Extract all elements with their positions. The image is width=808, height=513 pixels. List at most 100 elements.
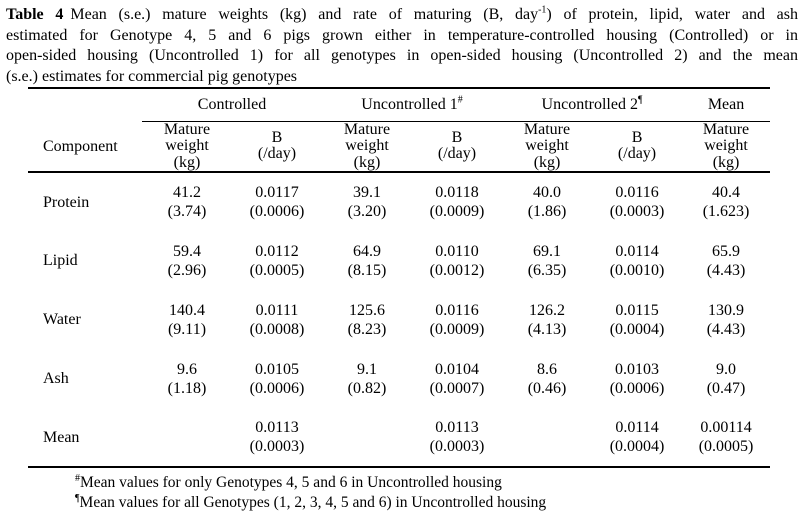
cell-value: 0.0115: [615, 301, 659, 319]
footnotes: #Mean values for only Genotypes 4, 5 and…: [75, 473, 808, 512]
group-header-controlled: Controlled: [142, 88, 322, 122]
cell-se: (2.96): [167, 261, 207, 279]
footnote-hash: #Mean values for only Genotypes 4, 5 and…: [75, 473, 808, 493]
subheader-line: B: [271, 128, 283, 146]
cell-value: 64.9: [353, 242, 381, 260]
cell-se: (0.0005): [249, 261, 305, 279]
group-sup: ¶: [637, 94, 643, 106]
cell-value: 40.4: [712, 184, 741, 201]
cell-uncontrolled1-mature-weight: 125.6 (8.23): [322, 290, 412, 349]
cell-se: (4.43): [706, 261, 746, 279]
cell-uncontrolled1-mature-weight: 64.9 (8.15): [322, 231, 412, 290]
group-label: Uncontrolled 1: [361, 95, 458, 113]
table-body: Protein 41.2 (3.74) 0.0117 (0.0006) 39.1 (3…: [28, 172, 771, 468]
subheader-line: Mature: [343, 120, 391, 138]
subheader-line: weight: [704, 137, 748, 154]
component-label: Lipid: [43, 252, 78, 269]
cell-controlled-mature-weight: [142, 408, 232, 468]
cell-se: (0.0004): [609, 438, 665, 455]
cell-value: 59.4: [173, 242, 201, 260]
subheader-line: (kg): [533, 153, 561, 171]
cell-uncontrolled2-b: 0.0116 (0.0003): [592, 172, 682, 231]
caption-line-2: estimated for Genotype 4, 5 and 6 pigs g…: [6, 26, 798, 44]
subheader-line: weight: [345, 137, 389, 154]
subheader-line: Mature: [523, 120, 571, 138]
cell-se: (9.11): [167, 320, 207, 338]
table-header: Component Controlled Uncontrolled 1# Unc…: [28, 88, 771, 173]
cell-value: 0.0114: [615, 242, 659, 260]
group-label: Mean: [707, 95, 745, 113]
subheader-line: (/day): [437, 145, 477, 163]
cell-value: 0.0104: [435, 360, 479, 378]
cell-uncontrolled2-mature-weight: 69.1 (6.35): [502, 231, 592, 290]
cell-value: 125.6: [349, 301, 385, 319]
footnote-pilcrow: ¶Mean values for all Genotypes (1, 2, 3,…: [75, 493, 808, 513]
caption-text-1b: ) of protein, lipid, water and ash: [546, 6, 798, 23]
cell-value: 39.1: [353, 184, 381, 201]
subheader-b-controlled: B (/day): [232, 121, 322, 173]
cell-value: 65.9: [712, 242, 741, 260]
cell-uncontrolled2-mature-weight: 8.6 (0.46): [502, 349, 592, 408]
cell-value: 8.6: [537, 360, 558, 378]
table-row: Ash 9.6 (1.18) 0.0105 (0.0006) 9.1 (0.82) 0…: [28, 349, 770, 408]
cell-uncontrolled1-b: 0.0116 (0.0009): [412, 290, 502, 349]
group-label: Uncontrolled 2: [541, 95, 638, 113]
table-number-label: Table 4: [6, 6, 64, 23]
subheader-mature-weight-controlled: Mature weight (kg): [142, 120, 232, 173]
cell-mean-mature-weight: 40.4 (1.623): [682, 172, 770, 231]
cell-controlled-mature-weight: 59.4 (2.96): [142, 231, 232, 290]
cell-mean-mature-weight: 0.00114 (0.0005): [682, 408, 771, 468]
cell-value: 69.1: [533, 242, 562, 260]
subheader-line: weight: [165, 137, 209, 154]
subheader-line: weight: [525, 137, 569, 154]
cell-value: 41.2: [173, 184, 201, 201]
cell-mean-mature-weight: 65.9 (4.43): [682, 231, 770, 290]
caption-text-1a: Mean (s.e.) mature weights (kg) and rate…: [70, 6, 539, 23]
subheader-mature-weight-mean: Mature weight (kg): [682, 120, 771, 173]
cell-value: 0.0118: [435, 184, 479, 201]
cell-se: (0.0006): [249, 203, 305, 220]
cell-se: (0.46): [527, 379, 567, 397]
cell-se: (0.0003): [609, 203, 665, 220]
cell-se: (4.43): [706, 320, 746, 338]
caption-superscript: -1: [538, 4, 547, 16]
table-row: Mean 0.0113 (0.0003) 0.0113 (0.0003) 0.011…: [28, 408, 771, 468]
cell-value: 0.0111: [255, 301, 299, 319]
caption-line-1: Table 4 Mean (s.e.) mature weights (kg) a…: [6, 5, 798, 26]
table-row: Water 140.4 (9.11) 0.0111 (0.0008) 125.6 (8…: [28, 290, 770, 349]
cell-se: (3.20): [347, 203, 387, 220]
cell-se: (8.23): [347, 320, 387, 338]
caption-line-4: (s.e.) estimates for commercial pig geno…: [6, 67, 298, 85]
cell-se: (8.15): [347, 261, 387, 279]
cell-uncontrolled2-mature-weight: 40.0 (1.86): [502, 172, 592, 231]
cell-se: (1.623): [702, 203, 750, 220]
cell-controlled-mature-weight: 140.4 (9.11): [142, 290, 232, 349]
subheader-b-uncontrolled-1: B (/day): [412, 121, 503, 173]
subheader-line: Mature: [163, 120, 211, 138]
cell-value: 0.0112: [255, 242, 299, 260]
cell-value: 0.0105: [255, 360, 299, 378]
subheader-line: (kg): [712, 153, 740, 171]
cell-uncontrolled1-b: 0.0118 (0.0009): [412, 172, 502, 231]
cell-se: (0.0006): [249, 379, 305, 397]
subheader-line: Mature: [702, 120, 750, 138]
cell-se: (0.0007): [429, 379, 485, 397]
table-row: Protein 41.2 (3.74) 0.0117 (0.0006) 39.1 (3…: [28, 172, 770, 231]
cell-value: 9.0: [716, 360, 737, 378]
group-header-row: Component Controlled Uncontrolled 1# Unc…: [28, 88, 771, 173]
sub-header-row: Mature weight (kg) B (/day) Mature weight (kg…: [28, 120, 771, 173]
cell-se: (0.0005): [698, 438, 754, 455]
cell-se: (0.0010): [609, 261, 665, 279]
cell-controlled-mature-weight: 9.6 (1.18): [142, 349, 232, 408]
cell-uncontrolled1-b: 0.0110 (0.0012): [412, 231, 502, 290]
cell-controlled-b: 0.0112 (0.0005): [232, 231, 322, 290]
cell-se: (1.86): [527, 203, 567, 220]
cell-se: (4.13): [527, 320, 567, 338]
cell-mean-mature-weight: 9.0 (0.47): [682, 349, 770, 408]
footnote-pilcrow-symbol: ¶: [75, 492, 80, 504]
cell-se: (0.82): [347, 379, 387, 397]
subheader-line: B: [631, 128, 643, 146]
group-header-mean: Mean: [682, 88, 771, 122]
component-label: Mean: [28, 408, 142, 468]
cell-value: 140.4: [169, 301, 205, 319]
